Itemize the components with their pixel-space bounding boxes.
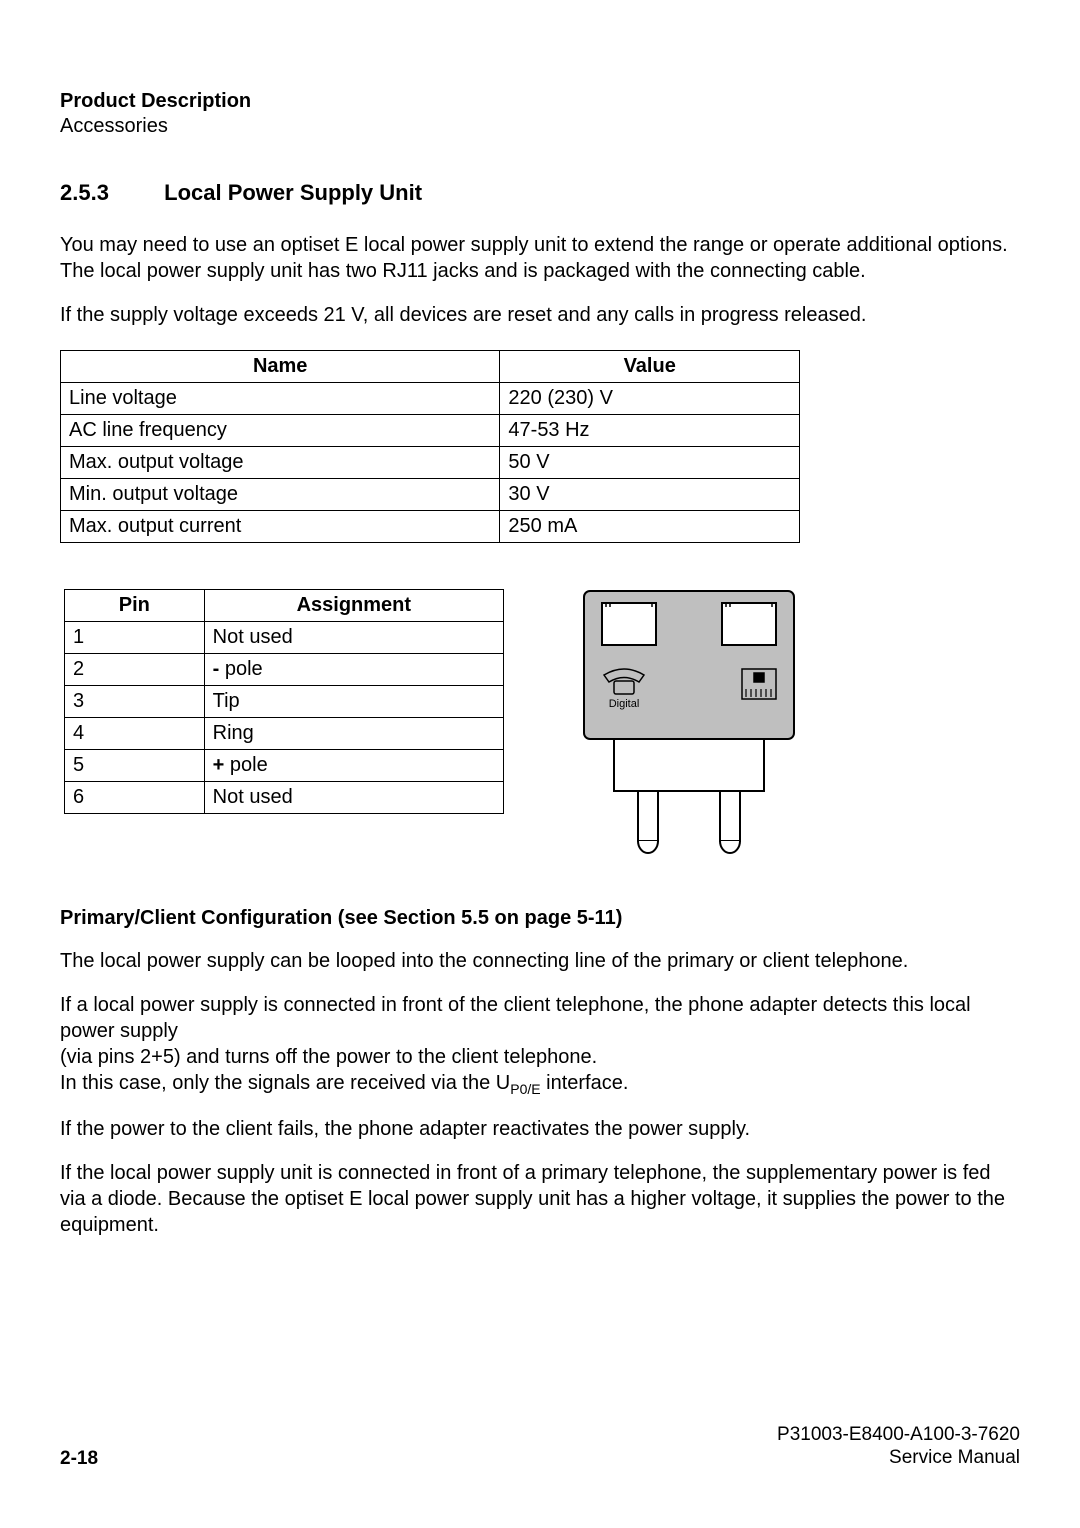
page-number: 2-18: [60, 1448, 98, 1470]
table-row: 1Not used: [65, 622, 504, 654]
table-row: 2- pole: [65, 654, 504, 686]
table-row: Line voltage220 (230) V: [61, 383, 800, 415]
paragraph-3: The local power supply can be looped int…: [60, 948, 1020, 974]
section-heading: 2.5.3 Local Power Supply Unit: [60, 180, 1020, 206]
table-header: Name: [61, 351, 500, 383]
spec-table: Name Value Line voltage220 (230) V AC li…: [60, 350, 800, 543]
table-row: 6Not used: [65, 782, 504, 814]
header-title: Product Description: [60, 90, 1020, 113]
table-header: Value: [500, 351, 800, 383]
footer: 2-18 P31003-E8400-A100-3-7620 Service Ma…: [60, 1423, 1020, 1471]
table-row: Max. output voltage50 V: [61, 447, 800, 479]
doc-id: P31003-E8400-A100-3-7620 Service Manual: [777, 1423, 1020, 1471]
table-row: 4Ring: [65, 718, 504, 750]
table-row: Min. output voltage30 V: [61, 479, 800, 511]
paragraph-1: You may need to use an optiset E local p…: [60, 232, 1020, 284]
table-row: AC line frequency47-53 Hz: [61, 415, 800, 447]
paragraph-4: If a local power supply is connected in …: [60, 992, 1020, 1098]
digital-label: Digital: [609, 698, 640, 710]
table-row: Max. output current250 mA: [61, 511, 800, 543]
table-header: Assignment: [204, 590, 503, 622]
table-header: Pin: [65, 590, 205, 622]
section-number: 2.5.3: [60, 180, 158, 206]
header-subtitle: Accessories: [60, 115, 1020, 138]
table-row: 3Tip: [65, 686, 504, 718]
paragraph-2: If the supply voltage exceeds 21 V, all …: [60, 302, 1020, 328]
psu-diagram: Digital: [574, 589, 804, 859]
subheading: Primary/Client Configuration (see Sectio…: [60, 907, 1020, 930]
paragraph-6: If the local power supply unit is connec…: [60, 1160, 1020, 1238]
paragraph-5: If the power to the client fails, the ph…: [60, 1116, 1020, 1142]
table-row: 5+ pole: [65, 750, 504, 782]
pin-table: Pin Assignment 1Not used 2- pole 3Tip 4R…: [64, 589, 504, 814]
section-title: Local Power Supply Unit: [164, 180, 422, 205]
